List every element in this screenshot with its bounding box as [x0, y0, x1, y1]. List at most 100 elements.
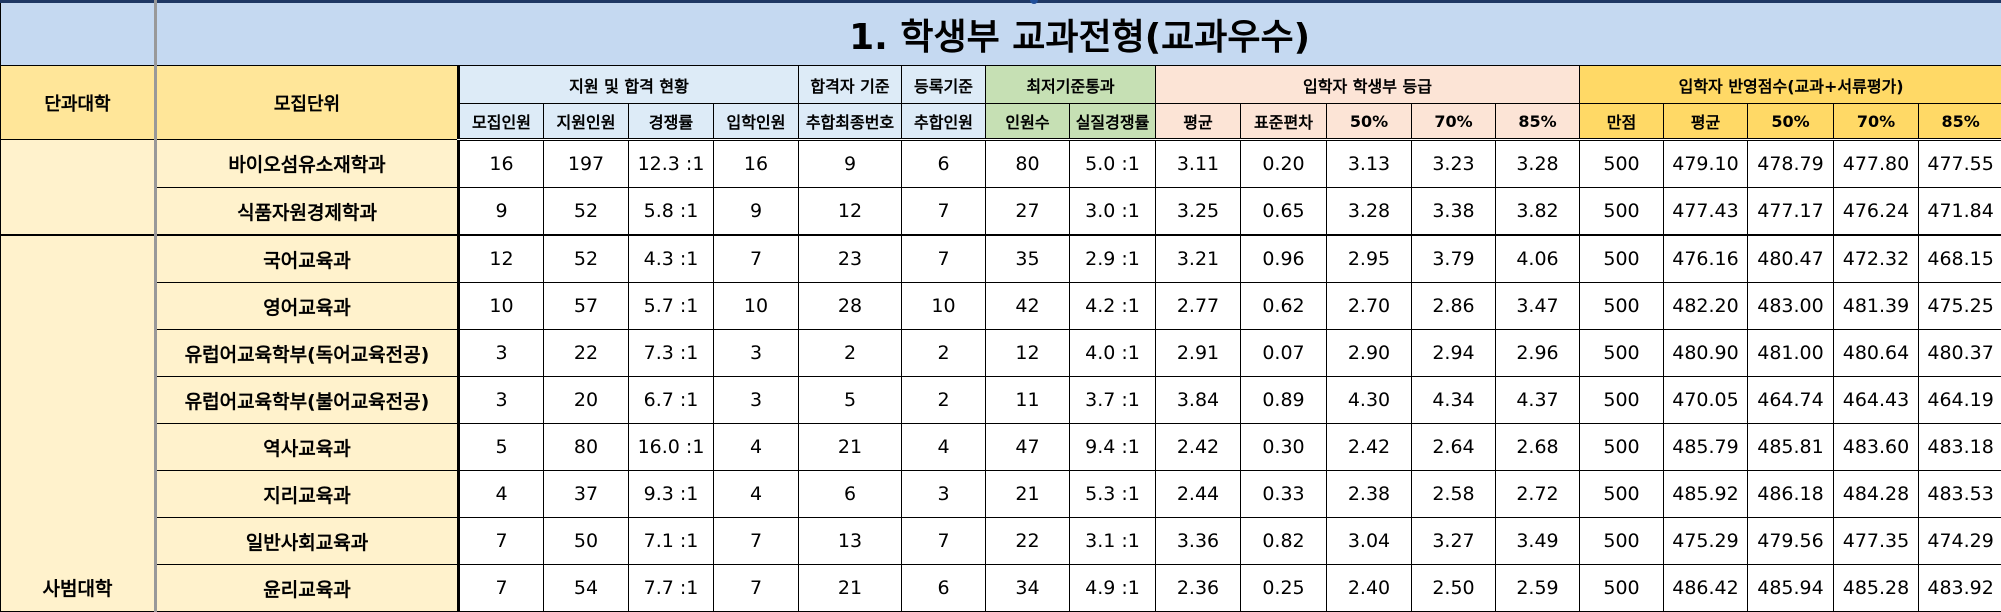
data-cell[interactable]: 471.84: [1919, 188, 2001, 236]
data-cell[interactable]: 3.11: [1156, 140, 1241, 188]
data-cell[interactable]: 2.42: [1327, 424, 1412, 471]
header-sub-cell[interactable]: 모집인원: [459, 104, 544, 140]
data-cell[interactable]: 0.33: [1241, 471, 1327, 518]
header-sub-cell[interactable]: 85%: [1919, 104, 2001, 140]
data-cell[interactable]: 500: [1580, 235, 1664, 283]
data-cell[interactable]: 2.70: [1327, 283, 1412, 330]
data-cell[interactable]: 3: [714, 377, 799, 424]
data-cell[interactable]: 3.49: [1496, 518, 1580, 565]
data-cell[interactable]: 2.72: [1496, 471, 1580, 518]
data-cell[interactable]: 470.05: [1664, 377, 1748, 424]
college-cell[interactable]: [1, 140, 156, 236]
header-group-min[interactable]: 최저기준통과: [986, 66, 1156, 104]
data-cell[interactable]: 476.24: [1834, 188, 1919, 236]
header-sub-cell[interactable]: 경쟁률: [629, 104, 714, 140]
data-cell[interactable]: 480.90: [1664, 330, 1748, 377]
data-cell[interactable]: 464.74: [1748, 377, 1834, 424]
data-cell[interactable]: 464.43: [1834, 377, 1919, 424]
data-cell[interactable]: 3: [459, 377, 544, 424]
data-cell[interactable]: 4.2 :1: [1070, 283, 1156, 330]
data-cell[interactable]: 22: [544, 330, 629, 377]
data-cell[interactable]: 477.80: [1834, 140, 1919, 188]
data-cell[interactable]: 5.0 :1: [1070, 140, 1156, 188]
data-cell[interactable]: 197: [544, 140, 629, 188]
data-cell[interactable]: 3.27: [1412, 518, 1496, 565]
header-sub-cell[interactable]: 표준편차: [1241, 104, 1327, 140]
data-cell[interactable]: 21: [986, 471, 1070, 518]
header-sub-cell[interactable]: 70%: [1412, 104, 1496, 140]
data-cell[interactable]: 16: [714, 140, 799, 188]
data-cell[interactable]: 0.07: [1241, 330, 1327, 377]
data-cell[interactable]: 12.3 :1: [629, 140, 714, 188]
data-cell[interactable]: 2.77: [1156, 283, 1241, 330]
data-cell[interactable]: 481.00: [1748, 330, 1834, 377]
data-cell[interactable]: 5.8 :1: [629, 188, 714, 236]
data-cell[interactable]: 468.15: [1919, 235, 2001, 283]
data-cell[interactable]: 3.13: [1327, 140, 1412, 188]
data-cell[interactable]: 2: [902, 377, 986, 424]
data-cell[interactable]: 7: [459, 518, 544, 565]
header-sub-cell[interactable]: 50%: [1748, 104, 1834, 140]
data-cell[interactable]: 3.1 :1: [1070, 518, 1156, 565]
data-cell[interactable]: 500: [1580, 330, 1664, 377]
data-cell[interactable]: 7.3 :1: [629, 330, 714, 377]
data-cell[interactable]: 3.23: [1412, 140, 1496, 188]
data-cell[interactable]: 7: [902, 235, 986, 283]
header-group-apply[interactable]: 지원 및 합격 현황: [459, 66, 799, 104]
data-cell[interactable]: 0.82: [1241, 518, 1327, 565]
data-cell[interactable]: 2: [799, 330, 902, 377]
data-cell[interactable]: 4.0 :1: [1070, 330, 1156, 377]
college-cell[interactable]: 사범대학: [1, 235, 156, 612]
data-cell[interactable]: 4: [459, 471, 544, 518]
data-cell[interactable]: 3.28: [1327, 188, 1412, 236]
data-cell[interactable]: 3.04: [1327, 518, 1412, 565]
data-cell[interactable]: 16.0 :1: [629, 424, 714, 471]
data-cell[interactable]: 477.17: [1748, 188, 1834, 236]
data-cell[interactable]: 3.7 :1: [1070, 377, 1156, 424]
data-cell[interactable]: 500: [1580, 565, 1664, 612]
header-group-grade[interactable]: 입학자 학생부 등급: [1156, 66, 1580, 104]
data-cell[interactable]: 3.21: [1156, 235, 1241, 283]
data-cell[interactable]: 3.82: [1496, 188, 1580, 236]
data-cell[interactable]: 2.9 :1: [1070, 235, 1156, 283]
data-cell[interactable]: 480.64: [1834, 330, 1919, 377]
data-cell[interactable]: 485.94: [1748, 565, 1834, 612]
data-cell[interactable]: 500: [1580, 140, 1664, 188]
data-cell[interactable]: 7: [714, 235, 799, 283]
data-cell[interactable]: 23: [799, 235, 902, 283]
data-cell[interactable]: 7: [714, 518, 799, 565]
header-sub-cell[interactable]: 지원인원: [544, 104, 629, 140]
data-cell[interactable]: 3.79: [1412, 235, 1496, 283]
data-cell[interactable]: 80: [986, 140, 1070, 188]
data-cell[interactable]: 2.86: [1412, 283, 1496, 330]
data-cell[interactable]: 52: [544, 188, 629, 236]
data-cell[interactable]: 464.19: [1919, 377, 2001, 424]
data-cell[interactable]: 7.7 :1: [629, 565, 714, 612]
data-cell[interactable]: 7: [902, 188, 986, 236]
data-cell[interactable]: 13: [799, 518, 902, 565]
data-cell[interactable]: 7: [902, 518, 986, 565]
data-cell[interactable]: 479.10: [1664, 140, 1748, 188]
data-cell[interactable]: 0.89: [1241, 377, 1327, 424]
data-cell[interactable]: 7: [714, 565, 799, 612]
unit-cell[interactable]: 영어교육과: [156, 283, 459, 330]
header-sub-cell[interactable]: 50%: [1327, 104, 1412, 140]
data-cell[interactable]: 3.84: [1156, 377, 1241, 424]
data-cell[interactable]: 22: [986, 518, 1070, 565]
data-cell[interactable]: 12: [799, 188, 902, 236]
unit-cell[interactable]: 국어교육과: [156, 235, 459, 283]
header-sub-cell[interactable]: 인원수: [986, 104, 1070, 140]
data-cell[interactable]: 2: [902, 330, 986, 377]
data-cell[interactable]: 2.68: [1496, 424, 1580, 471]
data-cell[interactable]: 21: [799, 424, 902, 471]
data-cell[interactable]: 34: [986, 565, 1070, 612]
data-cell[interactable]: 3.25: [1156, 188, 1241, 236]
data-cell[interactable]: 4.3 :1: [629, 235, 714, 283]
unit-cell[interactable]: 식품자원경제학과: [156, 188, 459, 236]
data-cell[interactable]: 477.43: [1664, 188, 1748, 236]
data-cell[interactable]: 21: [799, 565, 902, 612]
data-cell[interactable]: 476.16: [1664, 235, 1748, 283]
data-cell[interactable]: 4.37: [1496, 377, 1580, 424]
data-cell[interactable]: 485.28: [1834, 565, 1919, 612]
unit-cell[interactable]: 지리교육과: [156, 471, 459, 518]
